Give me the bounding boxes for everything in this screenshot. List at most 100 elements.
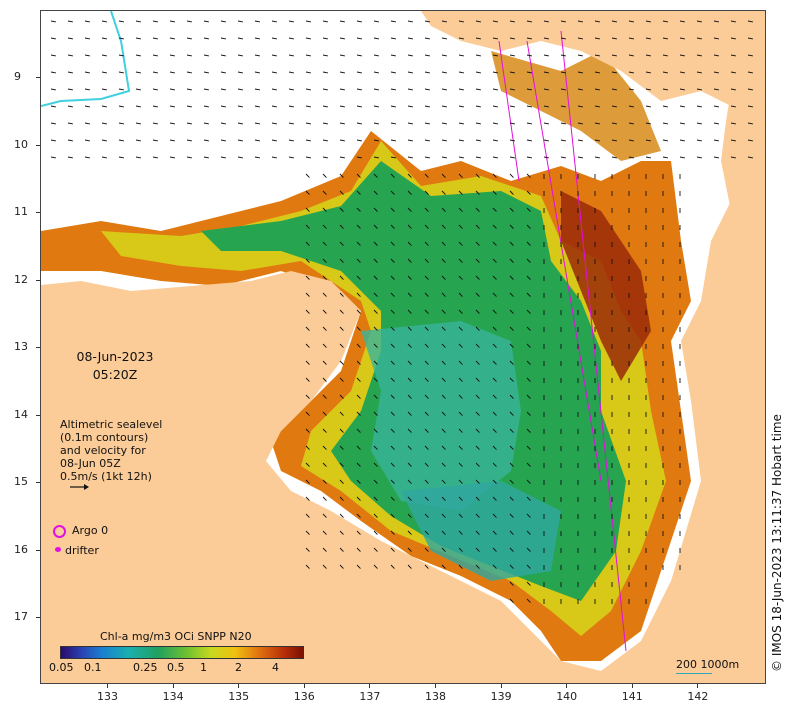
velocity-arrow — [339, 54, 345, 57]
velocity-arrow — [390, 207, 395, 212]
velocity-arrow — [407, 190, 412, 195]
velocity-arrow — [101, 122, 107, 125]
velocity-arrow — [305, 224, 310, 229]
velocity-arrow — [339, 71, 345, 74]
velocity-arrow — [373, 326, 378, 331]
velocity-arrow — [390, 411, 395, 416]
lat-tick-label: 10 — [14, 137, 28, 151]
velocity-arrow — [526, 513, 531, 518]
velocity-arrow — [509, 445, 514, 450]
altimetry-line-4: 08-Jun 05Z — [60, 457, 121, 470]
velocity-arrow — [84, 156, 90, 159]
velocity-arrow — [373, 547, 378, 552]
velocity-arrow — [492, 462, 497, 467]
velocity-arrow — [475, 496, 480, 501]
lat-tick-mark — [36, 617, 40, 618]
velocity-arrow — [441, 377, 446, 382]
velocity-arrow — [730, 71, 736, 74]
velocity-arrow — [322, 445, 327, 450]
velocity-arrow — [458, 258, 463, 263]
velocity-arrow — [662, 105, 668, 108]
altimetry-note: Altimetric sealevel (0.1m contours) and … — [60, 418, 190, 483]
velocity-arrow — [339, 190, 344, 195]
velocity-arrow — [356, 156, 362, 159]
legend-drifter: drifter — [65, 544, 99, 557]
velocity-arrow — [135, 71, 141, 74]
velocity-arrow — [424, 190, 429, 195]
velocity-arrow — [560, 37, 566, 40]
velocity-arrow — [203, 139, 209, 142]
velocity-arrow — [254, 88, 260, 91]
lon-tick-mark — [172, 684, 174, 688]
velocity-arrow — [509, 326, 514, 331]
velocity-arrow — [492, 394, 497, 399]
scale-label: 200 1000m — [676, 658, 740, 671]
velocity-arrow — [135, 105, 141, 108]
velocity-arrow — [628, 37, 634, 40]
velocity-arrow — [50, 54, 56, 57]
datetime-date: 08-Jun-2023 — [76, 349, 154, 364]
velocity-arrow — [526, 71, 532, 74]
velocity-arrow — [526, 190, 531, 195]
velocity-arrow — [390, 479, 395, 484]
velocity-arrow — [526, 122, 532, 125]
velocity-arrow — [713, 139, 719, 142]
velocity-arrow — [220, 20, 226, 23]
velocity-arrow — [730, 20, 736, 23]
velocity-arrow — [475, 530, 480, 535]
velocity-arrow — [441, 513, 446, 518]
velocity-arrow — [441, 564, 446, 569]
velocity-arrow — [220, 156, 226, 159]
velocity-arrow — [509, 122, 515, 125]
velocity-arrow — [407, 360, 412, 365]
velocity-arrow — [628, 88, 634, 91]
velocity-arrow — [526, 105, 532, 108]
velocity-arrow — [424, 394, 429, 399]
velocity-arrow — [356, 20, 362, 23]
velocity-arrow — [441, 71, 447, 74]
velocity-arrow — [322, 411, 327, 416]
velocity-arrow — [305, 428, 310, 433]
velocity-arrow — [407, 411, 412, 416]
velocity-arrow — [118, 105, 124, 108]
velocity-arrow — [305, 564, 310, 569]
velocity-arrow — [424, 122, 430, 125]
velocity-arrow — [424, 547, 429, 552]
velocity-arrow — [390, 462, 395, 467]
velocity-arrow — [322, 496, 327, 501]
velocity-arrow — [322, 139, 328, 142]
velocity-arrow — [339, 445, 344, 450]
velocity-arrow — [509, 20, 515, 23]
velocity-arrow — [492, 343, 497, 348]
velocity-arrow — [271, 139, 277, 142]
scale-bar — [676, 673, 712, 674]
velocity-arrow — [509, 224, 514, 229]
velocity-arrow — [186, 20, 192, 23]
velocity-arrow — [322, 20, 328, 23]
velocity-arrow — [322, 394, 327, 399]
velocity-arrow — [390, 360, 395, 365]
velocity-arrow — [407, 241, 412, 246]
velocity-arrow — [152, 88, 158, 91]
velocity-arrow — [475, 258, 480, 263]
velocity-arrow — [305, 241, 310, 246]
velocity-arrow — [322, 530, 327, 535]
colorbar-tick-label: 1 — [200, 661, 207, 674]
velocity-arrow — [458, 377, 463, 382]
velocity-arrow — [492, 173, 497, 178]
velocity-arrow — [356, 394, 361, 399]
velocity-arrow — [390, 547, 395, 552]
velocity-arrow — [135, 37, 141, 40]
lon-tick-label: 141 — [621, 690, 643, 703]
velocity-arrow — [373, 258, 378, 263]
velocity-arrow — [203, 122, 209, 125]
velocity-arrow — [730, 105, 736, 108]
velocity-arrow — [543, 105, 549, 108]
velocity-arrow — [475, 156, 481, 159]
velocity-arrow — [441, 411, 446, 416]
velocity-arrow — [424, 292, 429, 297]
velocity-arrow — [288, 122, 294, 125]
velocity-arrow — [237, 139, 243, 142]
velocity-arrow — [407, 54, 413, 57]
velocity-arrow — [492, 54, 498, 57]
